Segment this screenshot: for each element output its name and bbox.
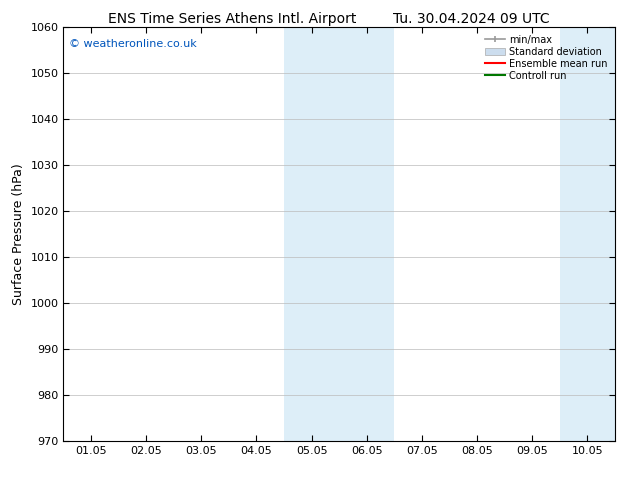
Bar: [284, 27, 339, 441]
Text: ENS Time Series Athens Intl. Airport: ENS Time Series Athens Intl. Airport: [108, 12, 356, 26]
Legend: min/max, Standard deviation, Ensemble mean run, Controll run: min/max, Standard deviation, Ensemble me…: [482, 32, 610, 83]
Text: © weatheronline.co.uk: © weatheronline.co.uk: [69, 39, 197, 49]
Bar: [339, 27, 394, 441]
Text: Tu. 30.04.2024 09 UTC: Tu. 30.04.2024 09 UTC: [393, 12, 550, 26]
Bar: [615, 27, 634, 441]
Bar: [560, 27, 615, 441]
Y-axis label: Surface Pressure (hPa): Surface Pressure (hPa): [12, 163, 25, 305]
